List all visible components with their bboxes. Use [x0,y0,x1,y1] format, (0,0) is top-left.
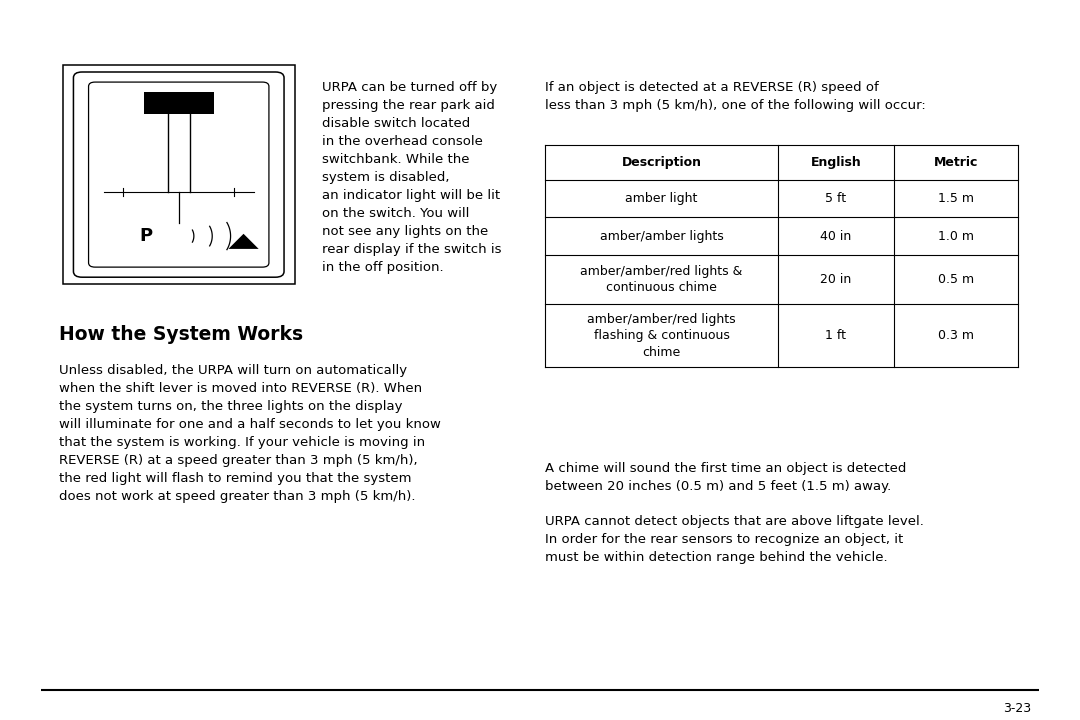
Text: A chime will sound the first time an object is detected
between 20 inches (0.5 m: A chime will sound the first time an obj… [545,462,907,493]
Text: 0.5 m: 0.5 m [939,273,974,286]
Text: 0.3 m: 0.3 m [939,329,974,342]
Bar [144,92,214,114]
FancyBboxPatch shape [73,72,284,277]
Text: 5 ft: 5 ft [825,192,847,205]
Text: amber/amber/red lights &
continuous chime: amber/amber/red lights & continuous chim… [580,265,743,294]
Text: amber light: amber light [625,192,698,205]
Text: amber/amber/red lights
flashing & continuous
chime: amber/amber/red lights flashing & contin… [588,312,735,359]
Text: English: English [811,156,861,169]
Text: URPA cannot detect objects that are above liftgate level.
In order for the rear : URPA cannot detect objects that are abov… [545,515,924,564]
Text: 3-23: 3-23 [1003,702,1031,715]
Polygon shape [229,234,259,249]
Text: URPA can be turned off by
pressing the rear park aid
disable switch located
in t: URPA can be turned off by pressing the r… [322,81,501,274]
Text: 40 in: 40 in [821,230,851,243]
Text: 1.5 m: 1.5 m [939,192,974,205]
Text: Metric: Metric [934,156,978,169]
Text: Unless disabled, the URPA will turn on automatically
when the shift lever is mov: Unless disabled, the URPA will turn on a… [59,364,442,503]
Text: 20 in: 20 in [821,273,851,286]
Text: Description: Description [621,156,702,169]
Text: 1.0 m: 1.0 m [939,230,974,243]
FancyBboxPatch shape [89,82,269,267]
Text: 1 ft: 1 ft [825,329,847,342]
Bar [63,65,295,284]
Text: How the System Works: How the System Works [59,325,303,344]
Text: If an object is detected at a REVERSE (R) speed of
less than 3 mph (5 km/h), one: If an object is detected at a REVERSE (R… [545,81,927,112]
Text: P: P [139,227,153,245]
Text: amber/amber lights: amber/amber lights [599,230,724,243]
